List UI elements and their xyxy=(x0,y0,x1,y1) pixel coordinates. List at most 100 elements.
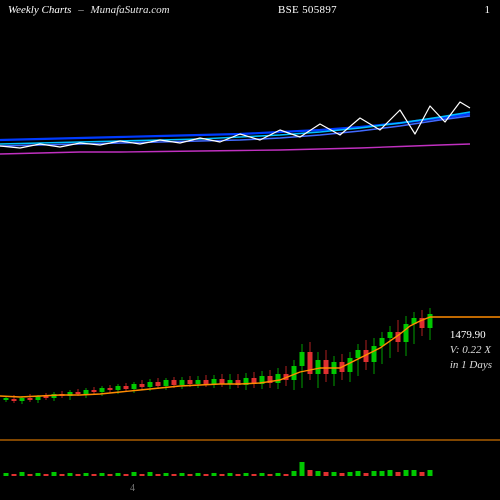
candle-body xyxy=(356,350,361,358)
candle-body xyxy=(404,324,409,342)
candle-body xyxy=(388,332,393,338)
volume-bar xyxy=(44,474,49,476)
volume-bar xyxy=(396,472,401,476)
candle-body xyxy=(180,380,185,385)
candle-body xyxy=(116,386,121,390)
candle-body xyxy=(204,380,209,384)
volume-bar xyxy=(244,473,249,476)
volume-axis-label: 4 xyxy=(130,483,135,494)
page-number: 1 xyxy=(485,4,491,16)
volume-bar xyxy=(300,462,305,476)
line-price-white xyxy=(0,102,470,148)
volume-bar xyxy=(140,474,145,476)
volume-bar xyxy=(12,474,17,476)
candle-body xyxy=(324,360,329,374)
chart-title: Weekly Charts xyxy=(8,4,71,16)
volume-bar xyxy=(92,474,97,476)
volume-bar xyxy=(404,470,409,476)
volume-bar xyxy=(324,472,329,476)
stock-chart: Weekly Charts – MunafaSutra.com BSE 5058… xyxy=(0,0,500,500)
volume-bar xyxy=(420,472,425,476)
volume-bar xyxy=(212,473,217,476)
indicator-panel xyxy=(0,24,500,194)
candle-body xyxy=(100,388,105,392)
candle-body xyxy=(148,382,153,387)
volume-bar xyxy=(76,474,81,476)
candle-body xyxy=(172,380,177,385)
volume-bar xyxy=(188,474,193,476)
title-separator: – xyxy=(78,4,84,16)
volume-bar xyxy=(236,474,241,476)
volume-bar xyxy=(36,473,41,476)
candle-body xyxy=(156,382,161,386)
volume-bar xyxy=(364,473,369,476)
price-volume-panel xyxy=(0,240,500,480)
volume-bar xyxy=(28,474,33,476)
candle-body xyxy=(12,399,17,401)
candle-body xyxy=(188,380,193,384)
candle-body xyxy=(164,380,169,386)
candle-body xyxy=(428,314,433,328)
volume-bar xyxy=(116,473,121,476)
candle-body xyxy=(212,379,217,384)
ticker-symbol: BSE 505897 xyxy=(278,4,337,16)
volume-bar xyxy=(148,472,153,476)
volume-bar xyxy=(356,471,361,476)
price-info-box: 1479.90 V: 0.22 X in 1 Days xyxy=(450,328,492,373)
volume-bar xyxy=(372,471,377,476)
volume-bar xyxy=(348,472,353,476)
volume-bar xyxy=(4,473,9,476)
period-indicator: in 1 Days xyxy=(450,358,492,373)
volume-bar xyxy=(388,470,393,476)
candle-body xyxy=(316,360,321,374)
candle-body xyxy=(84,390,89,394)
volume-bar xyxy=(172,474,177,476)
volume-bar xyxy=(220,474,225,476)
volume-bar xyxy=(132,472,137,476)
volume-bar xyxy=(340,473,345,476)
volume-bar xyxy=(204,474,209,476)
candle-body xyxy=(20,398,25,401)
volume-bar xyxy=(292,471,297,476)
volume-bar xyxy=(164,473,169,476)
candle-body xyxy=(196,380,201,384)
candle-body xyxy=(348,358,353,372)
volume-bar xyxy=(84,473,89,476)
volume-bar xyxy=(308,470,313,476)
volume-bar xyxy=(332,472,337,476)
candle-body xyxy=(108,388,113,390)
volume-bar xyxy=(52,472,57,476)
volume-bar xyxy=(60,474,65,476)
site-name: MunafaSutra.com xyxy=(90,4,169,16)
volume-bar xyxy=(228,473,233,476)
volume-bar xyxy=(68,473,73,476)
candle-body xyxy=(276,374,281,383)
candle-body xyxy=(140,384,145,387)
volume-bar xyxy=(124,474,129,476)
volume-bar xyxy=(100,473,105,476)
candle-body xyxy=(220,379,225,384)
candle-body xyxy=(132,384,137,389)
candle-body xyxy=(4,398,9,400)
candle-body xyxy=(300,352,305,366)
line-ma-orange xyxy=(0,317,466,397)
volume-bar xyxy=(428,470,433,476)
volume-bar xyxy=(156,474,161,476)
volume-bar xyxy=(412,470,417,476)
volume-bar xyxy=(276,473,281,476)
volume-bar xyxy=(108,474,113,476)
volume-bar xyxy=(20,472,25,476)
candle-body xyxy=(124,386,129,389)
volume-bar xyxy=(316,471,321,476)
candle-body xyxy=(28,398,33,400)
volume-bar xyxy=(284,474,289,476)
candle-body xyxy=(92,390,97,392)
volume-bar xyxy=(268,474,273,476)
chart-header: Weekly Charts – MunafaSutra.com BSE 5058… xyxy=(8,4,492,22)
last-price: 1479.90 xyxy=(450,328,492,343)
volume-bar xyxy=(260,473,265,476)
candle-body xyxy=(76,392,81,394)
volume-bar xyxy=(196,473,201,476)
volume-indicator: V: 0.22 X xyxy=(450,343,492,358)
volume-bar xyxy=(380,471,385,476)
